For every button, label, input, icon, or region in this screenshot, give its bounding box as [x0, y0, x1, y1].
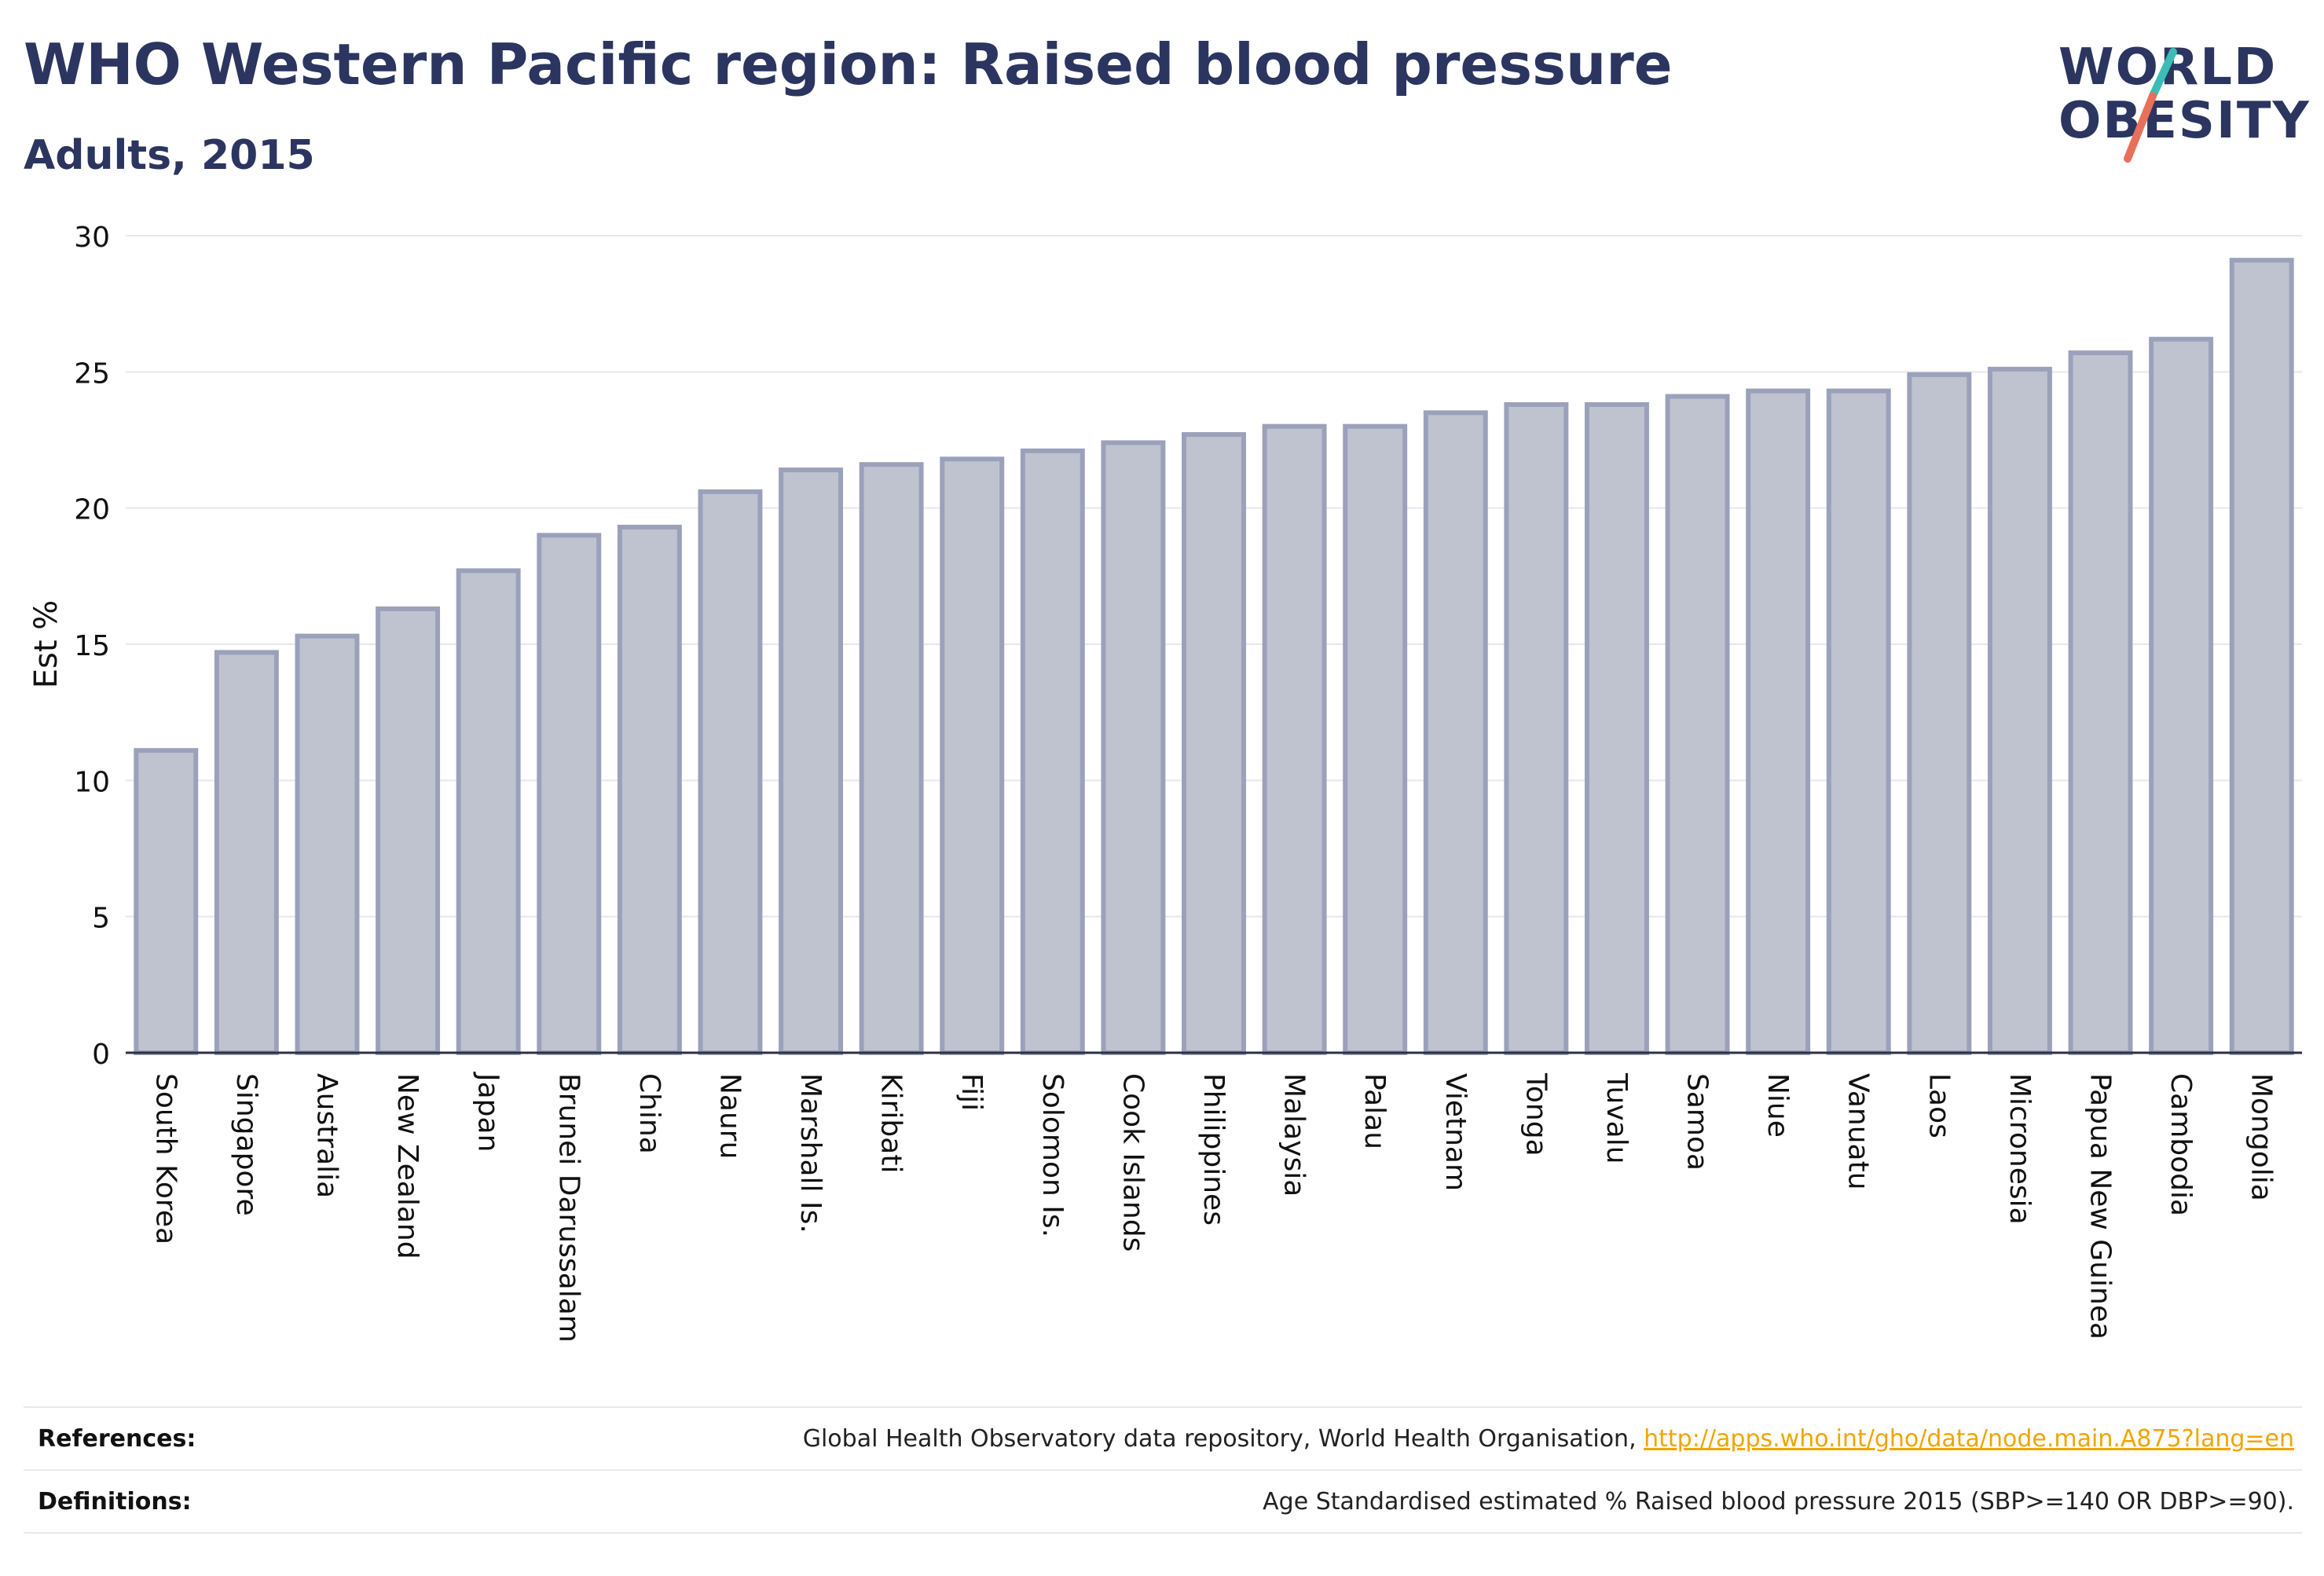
y-tick-label: 5	[92, 903, 110, 935]
definitions-label: Definitions:	[38, 1487, 192, 1516]
bar	[295, 633, 360, 1055]
bar	[1746, 388, 1811, 1056]
x-tick-label: South Korea	[149, 1073, 181, 1244]
bar	[1987, 366, 2052, 1056]
bar	[698, 489, 763, 1056]
x-tick-label: Cambodia	[2165, 1073, 2197, 1216]
bar	[134, 748, 199, 1055]
x-tick-label: Vanuatu	[1842, 1073, 1875, 1190]
definitions-text: Age Standardised estimated % Raised bloo…	[1263, 1487, 2294, 1516]
x-tick-label: Brunei Darussalam	[552, 1073, 585, 1343]
x-tick-label: Niue	[1761, 1073, 1794, 1138]
x-tick-label: Solomon Is.	[1036, 1073, 1069, 1237]
bar	[2068, 350, 2133, 1056]
bar	[214, 650, 279, 1056]
bar	[859, 462, 924, 1055]
bar	[2149, 336, 2214, 1055]
y-axis-label: Est %	[28, 600, 64, 689]
bar-chart: 0 5 10 15 20 25 30 Est % South Korea Singapore Aus…	[28, 222, 2302, 1343]
references-text: Global Health Observatory data repositor…	[802, 1424, 1644, 1453]
references-link[interactable]: http://apps.who.int/gho/data/node.main.A…	[1644, 1424, 2294, 1453]
chart-title: WHO Western Pacific region: Raised blood…	[24, 31, 1673, 97]
bar	[1504, 401, 1569, 1055]
x-tick-label: Tonga	[1519, 1072, 1552, 1156]
x-tick-label: Micronesia	[2003, 1073, 2036, 1225]
bar	[940, 456, 1005, 1055]
x-tick-label: Mongolia	[2245, 1073, 2278, 1201]
bar	[779, 467, 843, 1055]
x-tick-label: Laos	[1923, 1073, 1955, 1138]
bar	[1665, 394, 1730, 1056]
bar	[1343, 423, 1408, 1055]
bar	[1826, 388, 1891, 1056]
definitions-row: Definitions: Age Standardised estimated …	[24, 1469, 2302, 1534]
x-tick-label: Philippines	[1197, 1073, 1230, 1226]
chart-subtitle: Adults, 2015	[24, 132, 315, 179]
bar	[376, 606, 441, 1055]
x-tick-label: Malaysia	[1278, 1073, 1310, 1197]
references-value: Global Health Observatory data repositor…	[803, 1425, 2302, 1453]
bar	[1907, 372, 1972, 1056]
bar	[456, 568, 521, 1055]
references-row: References: Global Health Observatory da…	[24, 1406, 2302, 1469]
x-tick-label: New Zealand	[391, 1073, 423, 1259]
world-obesity-logo: WORLD OBESITY	[2043, 24, 2310, 165]
x-tick-label: Japan	[472, 1072, 504, 1152]
y-tick-label: 0	[92, 1039, 110, 1071]
x-tick-label: Marshall Is.	[794, 1073, 827, 1233]
x-tick-label: China	[633, 1073, 665, 1154]
bar	[1182, 432, 1246, 1056]
bar	[2229, 258, 2294, 1055]
y-tick-label: 15	[74, 630, 110, 662]
y-tick-label: 25	[74, 357, 110, 390]
bar	[1020, 448, 1085, 1056]
x-tick-label: Kiribati	[875, 1073, 907, 1173]
logo-line-2: OBESITY	[2058, 92, 2311, 150]
y-tick-label: 20	[74, 494, 110, 526]
x-tick-label: Nauru	[713, 1073, 746, 1159]
x-tick-label: Papua New Guinea	[2084, 1073, 2117, 1340]
bar	[1585, 401, 1649, 1055]
x-tick-label: Cook Islands	[1116, 1073, 1149, 1252]
bar	[537, 533, 602, 1056]
x-tick-label: Vietnam	[1439, 1073, 1472, 1191]
x-tick-label: Fiji	[955, 1073, 988, 1111]
x-tick-label: Singapore	[230, 1073, 262, 1216]
x-tick-label: Tuvalu	[1600, 1072, 1633, 1164]
y-tick-label: 10	[74, 766, 110, 798]
bar	[1423, 410, 1488, 1056]
x-tick-label: Australia	[310, 1073, 343, 1198]
x-tick-label: Samoa	[1681, 1073, 1714, 1171]
bar	[617, 524, 682, 1055]
bar	[1262, 423, 1327, 1055]
logo-slash-icon	[2124, 48, 2177, 163]
x-tick-label: Palau	[1358, 1073, 1391, 1149]
references-label: References:	[38, 1424, 196, 1453]
y-tick-label: 30	[74, 222, 110, 254]
bar	[1101, 440, 1166, 1055]
